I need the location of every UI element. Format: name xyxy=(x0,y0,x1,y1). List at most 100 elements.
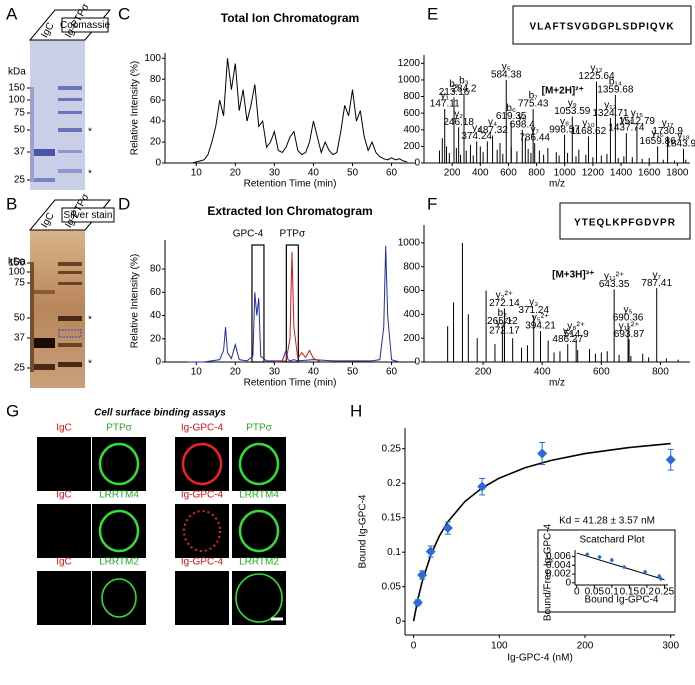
band-box xyxy=(58,329,82,338)
image-label: Ig-GPC-4 xyxy=(181,557,224,568)
peak-mz: 272.14 xyxy=(489,298,520,309)
y-tick-label: 80 xyxy=(150,74,162,85)
image-label: LRRTM2 xyxy=(99,557,139,568)
marker-label: 50 xyxy=(14,125,26,136)
peak-ion: y₄ xyxy=(563,326,572,337)
x-tick-label: 40 xyxy=(308,367,320,378)
point xyxy=(425,546,436,557)
point xyxy=(609,557,615,563)
y-axis-label: Bound Ig-GPC-4 xyxy=(358,494,369,568)
x-axis-label: m/z xyxy=(549,378,565,389)
point xyxy=(585,552,590,557)
annotation: GPC-4 xyxy=(233,229,264,240)
x-tick-label: 1800 xyxy=(666,168,689,179)
peak-mz: 486.27 xyxy=(552,334,583,345)
point xyxy=(417,569,428,580)
x-axis-label: m/z xyxy=(549,179,565,190)
peak-ion: y₈ xyxy=(560,116,569,127)
peak-ion: y₁₂ xyxy=(590,63,602,74)
image-label: LRRTM4 xyxy=(239,490,279,501)
x-tick-label: 1600 xyxy=(638,168,661,179)
x-tick-label: 0.25 xyxy=(655,587,675,598)
peak-ion: y₁₀ xyxy=(582,118,595,129)
peak-mz: 690.36 xyxy=(613,312,644,323)
peak-ion: b₆ xyxy=(506,103,516,114)
marker-label: 75 xyxy=(14,108,26,119)
x-tick-label: 30 xyxy=(269,168,281,179)
panel-title: Cell surface binding assays xyxy=(94,408,226,419)
panel-letter: B xyxy=(6,194,17,213)
marker-label: 37 xyxy=(14,147,26,158)
y-tick-label: 60 xyxy=(150,287,162,298)
x-tick-label: 20 xyxy=(230,168,242,179)
peak-mz: 394.21 xyxy=(525,321,556,332)
x-tick-label: 60 xyxy=(386,367,398,378)
marker-label: 50 xyxy=(14,313,26,324)
line-series xyxy=(274,251,322,363)
x-tick-label: 1000 xyxy=(554,168,577,179)
peak-mz: 487.32 xyxy=(477,125,508,136)
peak-mz: 147.11 xyxy=(430,99,460,110)
peak-ion: b₁₄ xyxy=(609,77,622,88)
x-tick-label: 800 xyxy=(528,168,545,179)
cell-outline xyxy=(183,510,221,552)
peak-mz: 1053.59 xyxy=(554,106,591,117)
peak-ion: b₂ xyxy=(498,308,508,319)
stain-label: Silver stain xyxy=(64,210,113,221)
peak-ion: y₁₂²⁺ xyxy=(619,321,640,332)
x-tick-label: 0.05 xyxy=(585,587,605,598)
peak-mz: 374.24 xyxy=(461,131,492,142)
x-axis-label: Retention Time (min) xyxy=(244,378,337,389)
y-tick-label: 0.004 xyxy=(546,560,571,571)
y-tick-label: 0 xyxy=(395,616,401,627)
y-tick-label: 0.15 xyxy=(382,512,402,523)
x-tick-label: 200 xyxy=(577,641,594,652)
image-label: IgC xyxy=(56,423,72,434)
unit-label: kDa xyxy=(8,67,26,78)
peak-ion: y₁₆ xyxy=(651,128,663,139)
peak-ion: b₇ xyxy=(529,91,539,102)
x-tick-label: 0 xyxy=(411,641,417,652)
peak-ion: y₉ xyxy=(568,98,577,109)
y-tick-label: 100 xyxy=(144,53,161,64)
inset-frame xyxy=(537,529,676,613)
panel-letter: F xyxy=(427,194,437,213)
stain-label: Coomassie xyxy=(60,20,110,31)
peak-ion: y₄²⁺ xyxy=(496,317,514,328)
y-tick-label: 60 xyxy=(150,95,162,106)
y-tick-label: 800 xyxy=(403,91,420,102)
x-tick-label: 0.2 xyxy=(640,587,654,598)
marker-label: 25 xyxy=(14,175,26,186)
y-axis-label: Bound/Free Ig-GPC-4 xyxy=(543,523,554,621)
y-axis-label: Relative Intensity (%) xyxy=(130,254,141,348)
y-tick-label: 0.002 xyxy=(546,569,571,580)
line-series xyxy=(188,58,408,164)
peak-mz: 786.44 xyxy=(519,133,550,144)
point xyxy=(442,523,453,534)
point xyxy=(477,481,488,492)
y-tick-label: 0.05 xyxy=(382,581,402,592)
x-tick-label: 0.15 xyxy=(620,587,640,598)
cell-outline xyxy=(235,573,283,623)
image-label: LRRTM4 xyxy=(99,490,139,501)
image-label: Ig-GPC-4 xyxy=(181,423,224,434)
peak-mz: 698.4 xyxy=(510,119,535,130)
y-tick-label: 1000 xyxy=(398,75,421,86)
y-tick-label: 0 xyxy=(155,357,161,368)
point xyxy=(537,448,548,459)
micrograph xyxy=(92,571,146,625)
peak-ion: y₈²⁺ xyxy=(567,321,585,332)
peak-ion: y₅ xyxy=(502,62,511,73)
x-tick-label: 30 xyxy=(269,367,281,378)
peak-mz: 1324.71 xyxy=(592,108,629,119)
unit-label: kDa xyxy=(8,257,26,268)
x-tick-label: 100 xyxy=(491,641,508,652)
x-tick-label: 20 xyxy=(230,367,242,378)
peak-ion: y₂²⁺ xyxy=(496,290,514,301)
highlight-box xyxy=(251,244,265,363)
peak-ion: y₁ xyxy=(441,91,450,102)
peak-ion: b₃ xyxy=(459,76,469,87)
chart-title: Extracted Ion Chromatogram xyxy=(207,204,372,218)
peak-mz: 1659.86 xyxy=(640,136,677,147)
peak-mz: 998.57 xyxy=(549,124,580,135)
